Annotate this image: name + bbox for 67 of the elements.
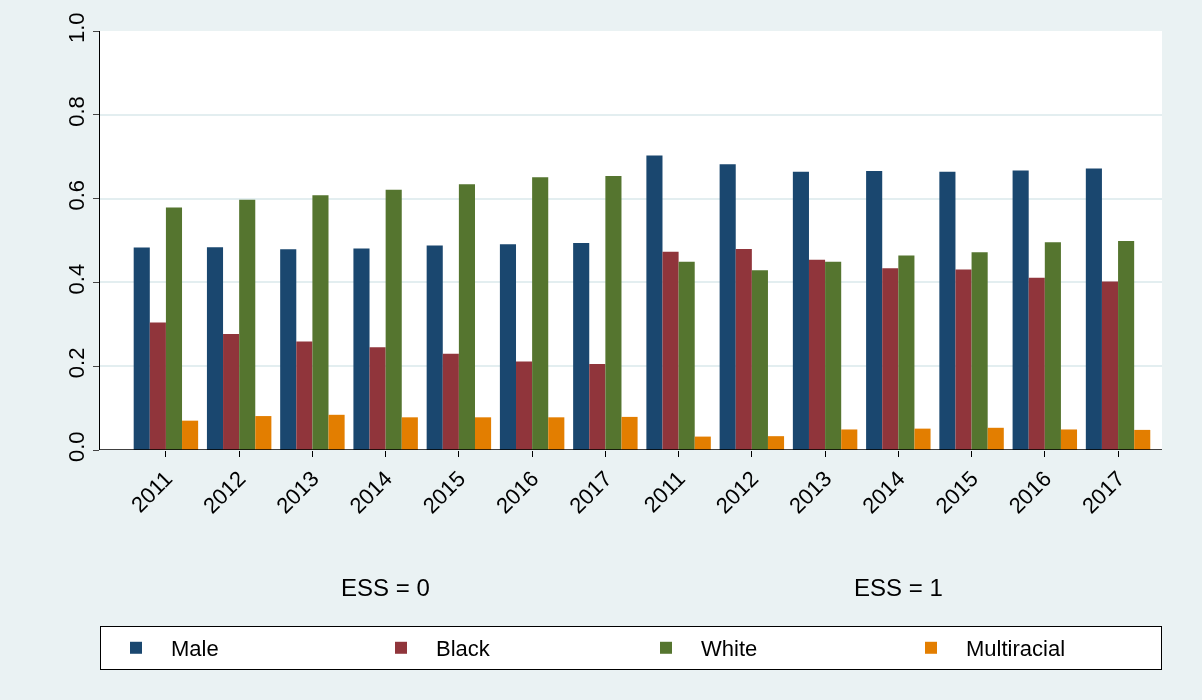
bar — [939, 171, 956, 450]
bar — [182, 420, 199, 450]
bar — [353, 248, 370, 450]
bar — [646, 155, 663, 450]
bar — [532, 177, 549, 450]
bar — [882, 268, 899, 450]
bar — [1028, 277, 1045, 450]
bar — [719, 164, 736, 450]
bar — [751, 270, 768, 450]
bar — [165, 207, 183, 450]
y-tick-label: 1.0 — [64, 12, 90, 43]
legend-label: White — [701, 636, 758, 662]
bar — [296, 341, 313, 450]
y-tick-label: 0.6 — [64, 180, 90, 211]
legend-label: Black — [436, 636, 491, 662]
bar — [621, 416, 638, 450]
bar — [369, 347, 386, 450]
bar — [1101, 281, 1119, 450]
bar — [955, 269, 972, 450]
bar — [825, 261, 842, 450]
bar — [914, 428, 931, 450]
bar — [458, 184, 475, 450]
bar — [516, 361, 533, 450]
bar — [312, 195, 329, 450]
bar — [662, 251, 679, 450]
y-tick-label: 0.4 — [64, 263, 90, 295]
bar — [206, 247, 224, 450]
bar — [971, 252, 988, 450]
bar — [548, 417, 565, 450]
bar — [898, 255, 915, 450]
bar — [426, 245, 443, 450]
bar — [573, 243, 590, 450]
bar — [133, 247, 150, 450]
y-tick-label: 0.8 — [64, 96, 90, 127]
bar — [735, 248, 752, 450]
bar — [1085, 168, 1102, 450]
bar — [499, 244, 517, 450]
bar — [255, 416, 272, 450]
bar — [223, 333, 240, 450]
bar — [792, 171, 809, 450]
y-tick-label: 0.0 — [64, 431, 90, 462]
bar — [987, 427, 1004, 450]
bar — [767, 436, 785, 450]
bar — [808, 259, 826, 450]
bar — [149, 322, 166, 450]
bar — [1118, 240, 1135, 450]
bar — [841, 429, 858, 450]
bar — [328, 414, 345, 450]
bar — [385, 189, 402, 450]
bar — [678, 261, 695, 450]
bar — [401, 417, 418, 450]
legend-label: Male — [171, 636, 219, 662]
bar — [442, 353, 459, 450]
y-tick-label: 0.2 — [64, 347, 90, 379]
bar — [1044, 242, 1061, 450]
bar — [1060, 429, 1078, 450]
text: ESS = 1 — [854, 574, 943, 601]
bar — [589, 364, 606, 450]
bar — [1012, 170, 1029, 450]
bar — [475, 417, 492, 450]
bar — [605, 175, 622, 450]
bar — [866, 170, 883, 450]
text: ESS = 0 — [341, 574, 430, 601]
bar — [239, 199, 256, 450]
bar — [1134, 429, 1151, 450]
bar — [280, 249, 297, 450]
legend-label: Multiracial — [966, 636, 1066, 662]
